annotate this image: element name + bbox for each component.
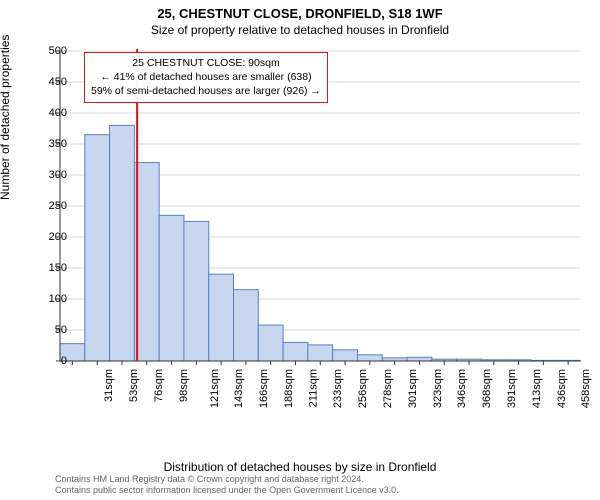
y-tick: 450 bbox=[49, 76, 67, 88]
y-tick: 100 bbox=[49, 293, 67, 305]
footer-text: Contains HM Land Registry data © Crown c… bbox=[55, 474, 399, 497]
x-tick: 233sqm bbox=[333, 369, 345, 408]
x-tick: 278sqm bbox=[382, 369, 394, 408]
x-tick: 98sqm bbox=[178, 369, 190, 402]
x-tick: 323sqm bbox=[432, 369, 444, 408]
callout-line2: ← 41% of detached houses are smaller (63… bbox=[91, 70, 321, 84]
x-tick: 413sqm bbox=[531, 369, 543, 408]
x-tick: 256sqm bbox=[357, 369, 369, 408]
chart-container: 25, CHESTNUT CLOSE, DRONFIELD, S18 1WF S… bbox=[0, 0, 600, 500]
x-tick: 436sqm bbox=[556, 369, 568, 408]
y-tick: 50 bbox=[55, 324, 67, 336]
x-tick: 166sqm bbox=[258, 369, 270, 408]
y-axis-label: Number of detached properties bbox=[0, 35, 12, 200]
page-title: 25, CHESTNUT CLOSE, DRONFIELD, S18 1WF bbox=[0, 0, 600, 21]
footer-line2: Contains public sector information licen… bbox=[55, 485, 399, 497]
y-tick: 350 bbox=[49, 138, 67, 150]
y-tick: 250 bbox=[49, 200, 67, 212]
x-tick: 143sqm bbox=[233, 369, 245, 408]
x-tick: 391sqm bbox=[506, 369, 518, 408]
marker-callout: 25 CHESTNUT CLOSE: 90sqm ← 41% of detach… bbox=[84, 52, 328, 103]
page-subtitle: Size of property relative to detached ho… bbox=[0, 21, 600, 37]
footer-line1: Contains HM Land Registry data © Crown c… bbox=[55, 474, 399, 486]
x-tick: 368sqm bbox=[481, 369, 493, 408]
y-tick: 0 bbox=[61, 355, 67, 367]
y-tick: 200 bbox=[49, 231, 67, 243]
x-tick: 121sqm bbox=[209, 369, 221, 408]
y-tick: 300 bbox=[49, 169, 67, 181]
callout-line1: 25 CHESTNUT CLOSE: 90sqm bbox=[91, 56, 321, 70]
x-axis-label: Distribution of detached houses by size … bbox=[0, 460, 600, 474]
x-tick: 458sqm bbox=[581, 369, 593, 408]
callout-line3: 59% of semi-detached houses are larger (… bbox=[91, 84, 321, 98]
x-tick: 211sqm bbox=[307, 369, 319, 407]
x-tick: 346sqm bbox=[457, 369, 469, 408]
y-tick: 150 bbox=[49, 262, 67, 274]
x-tick: 53sqm bbox=[128, 369, 140, 402]
y-tick: 400 bbox=[49, 107, 67, 119]
x-tick: 31sqm bbox=[103, 369, 115, 402]
x-tick: 301sqm bbox=[407, 369, 419, 408]
x-tick: 76sqm bbox=[153, 369, 165, 402]
y-tick: 500 bbox=[49, 45, 67, 57]
x-tick: 188sqm bbox=[283, 369, 295, 408]
